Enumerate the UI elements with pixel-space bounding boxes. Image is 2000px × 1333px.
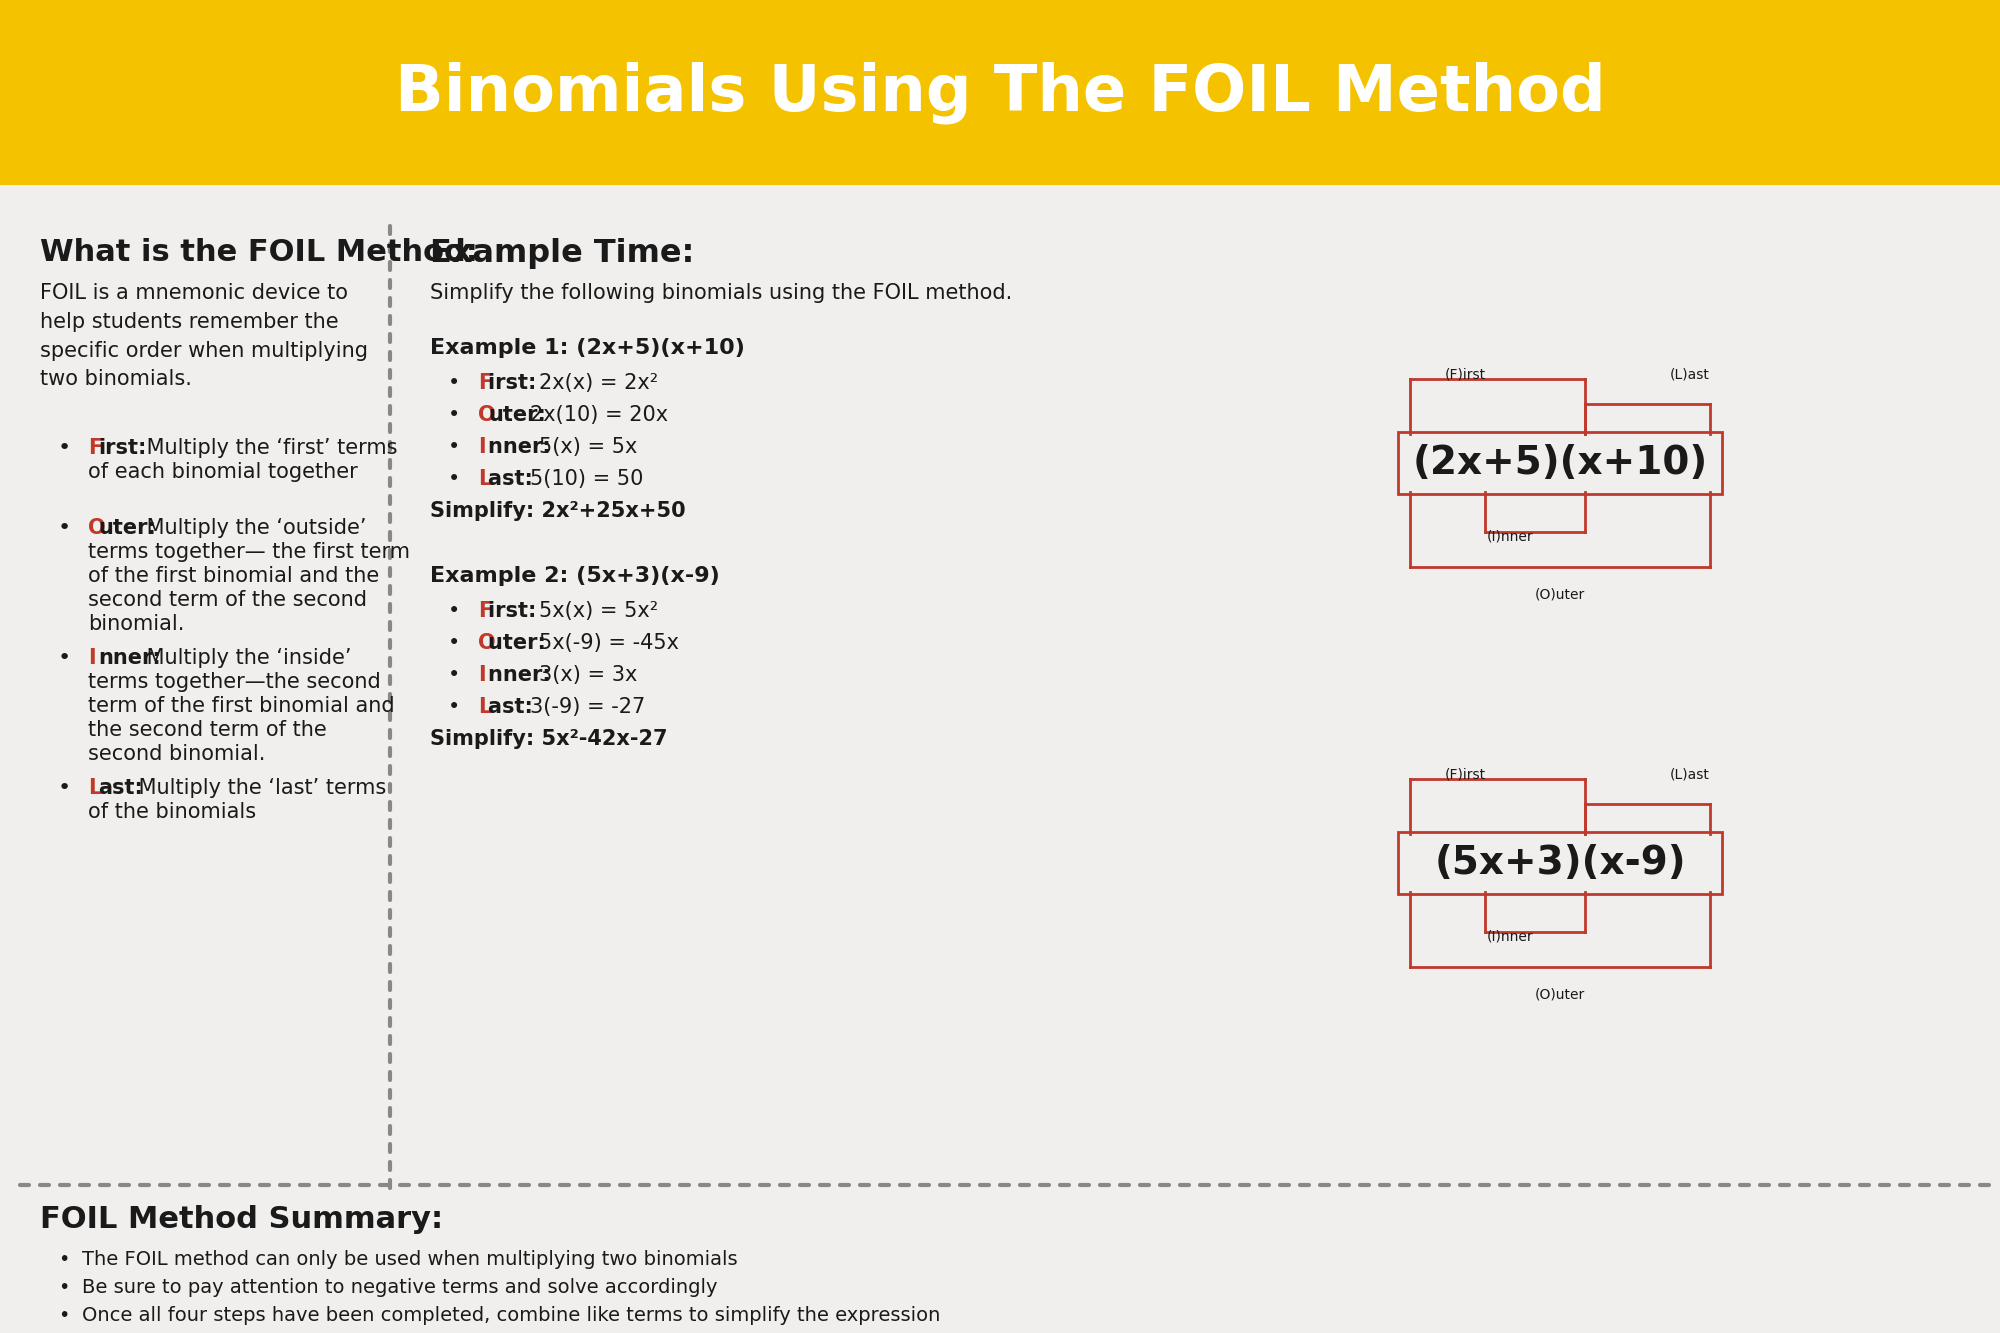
Text: •: • xyxy=(58,1250,70,1269)
Text: of the binomials: of the binomials xyxy=(88,802,256,822)
Text: FOIL Method Summary:: FOIL Method Summary: xyxy=(40,1205,444,1234)
Text: uter:: uter: xyxy=(488,405,546,425)
Text: L: L xyxy=(88,778,102,798)
Text: ast:: ast: xyxy=(488,697,540,717)
Text: second term of the second: second term of the second xyxy=(88,591,368,611)
Text: •: • xyxy=(448,633,460,653)
Text: Example 2: (5x+3)(x-9): Example 2: (5x+3)(x-9) xyxy=(430,567,720,587)
Text: (L)ast: (L)ast xyxy=(1670,768,1710,782)
Text: 5(10) = 50: 5(10) = 50 xyxy=(530,469,644,489)
Text: Example Time:: Example Time: xyxy=(430,239,694,269)
Text: Simplify: 2x²+25x+50: Simplify: 2x²+25x+50 xyxy=(430,501,686,521)
Text: 5(x) = 5x: 5(x) = 5x xyxy=(540,437,638,457)
Text: F: F xyxy=(478,601,492,621)
Text: (L)ast: (L)ast xyxy=(1670,368,1710,383)
Text: nner:: nner: xyxy=(98,648,160,668)
Text: of each binomial together: of each binomial together xyxy=(88,463,358,483)
Text: 3(-9) = -27: 3(-9) = -27 xyxy=(530,697,646,717)
Text: F: F xyxy=(478,373,492,393)
Text: the second term of the: the second term of the xyxy=(88,720,326,740)
Text: •: • xyxy=(448,437,460,457)
Text: I: I xyxy=(478,665,486,685)
Text: I: I xyxy=(478,437,486,457)
FancyBboxPatch shape xyxy=(0,0,2000,185)
Text: •: • xyxy=(448,665,460,685)
Text: (F)irst: (F)irst xyxy=(1444,768,1486,782)
Text: •: • xyxy=(448,469,460,489)
Text: I: I xyxy=(88,648,96,668)
Text: Multiply the ‘inside’: Multiply the ‘inside’ xyxy=(140,648,352,668)
Text: (5x+3)(x-9): (5x+3)(x-9) xyxy=(1434,844,1686,882)
Text: (O)uter: (O)uter xyxy=(1534,986,1586,1001)
Text: The FOIL method can only be used when multiplying two binomials: The FOIL method can only be used when mu… xyxy=(82,1250,738,1269)
Text: •: • xyxy=(58,519,72,539)
Text: O: O xyxy=(478,633,496,653)
Text: irst:: irst: xyxy=(488,373,544,393)
Text: terms together— the first term: terms together— the first term xyxy=(88,543,410,563)
Text: (2x+5)(x+10): (2x+5)(x+10) xyxy=(1412,444,1708,483)
Text: 2x(x) = 2x²: 2x(x) = 2x² xyxy=(540,373,658,393)
Text: nner:: nner: xyxy=(488,665,558,685)
Text: term of the first binomial and: term of the first binomial and xyxy=(88,696,394,716)
Text: •: • xyxy=(448,697,460,717)
Text: •: • xyxy=(448,601,460,621)
Text: uter:: uter: xyxy=(488,633,554,653)
Text: •: • xyxy=(58,778,72,798)
Text: 5x(-9) = -45x: 5x(-9) = -45x xyxy=(540,633,680,653)
Text: L: L xyxy=(478,697,492,717)
Text: •: • xyxy=(448,373,460,393)
Text: uter:: uter: xyxy=(98,519,156,539)
Text: •: • xyxy=(58,648,72,668)
Text: Simplify: 5x²-42x-27: Simplify: 5x²-42x-27 xyxy=(430,729,668,749)
Text: O: O xyxy=(478,405,496,425)
Text: Binomials Using The FOIL Method: Binomials Using The FOIL Method xyxy=(394,61,1606,124)
Text: Multiply the ‘first’ terms: Multiply the ‘first’ terms xyxy=(140,439,398,459)
Text: •: • xyxy=(448,405,460,425)
Text: (I)nner: (I)nner xyxy=(1486,930,1534,944)
Text: 5x(x) = 5x²: 5x(x) = 5x² xyxy=(540,601,658,621)
Text: nner:: nner: xyxy=(488,437,558,457)
Text: irst:: irst: xyxy=(488,601,544,621)
Text: Be sure to pay attention to negative terms and solve accordingly: Be sure to pay attention to negative ter… xyxy=(82,1278,718,1297)
Text: second binomial.: second binomial. xyxy=(88,744,266,764)
Text: 2x(10) = 20x: 2x(10) = 20x xyxy=(530,405,668,425)
Text: ast:: ast: xyxy=(488,469,540,489)
Text: •: • xyxy=(58,1278,70,1297)
Text: Example 1: (2x+5)(x+10): Example 1: (2x+5)(x+10) xyxy=(430,339,744,359)
Text: (O)uter: (O)uter xyxy=(1534,587,1586,601)
Text: (F)irst: (F)irst xyxy=(1444,368,1486,383)
Text: terms together—the second: terms together—the second xyxy=(88,672,380,692)
Text: L: L xyxy=(478,469,492,489)
Text: What is the FOIL Method:: What is the FOIL Method: xyxy=(40,239,478,267)
Text: Multiply the ‘last’ terms: Multiply the ‘last’ terms xyxy=(132,778,386,798)
Text: Simplify the following binomials using the FOIL method.: Simplify the following binomials using t… xyxy=(430,283,1012,303)
Text: O: O xyxy=(88,519,106,539)
Text: FOIL is a mnemonic device to
help students remember the
specific order when mult: FOIL is a mnemonic device to help studen… xyxy=(40,283,368,389)
Text: F: F xyxy=(88,439,102,459)
Text: 3(x) = 3x: 3(x) = 3x xyxy=(540,665,638,685)
Text: Once all four steps have been completed, combine like terms to simplify the expr: Once all four steps have been completed,… xyxy=(82,1306,940,1325)
Text: •: • xyxy=(58,439,72,459)
Text: of the first binomial and the: of the first binomial and the xyxy=(88,567,380,587)
Text: •: • xyxy=(58,1306,70,1325)
Text: Multiply the ‘outside’: Multiply the ‘outside’ xyxy=(140,519,368,539)
Text: ast:: ast: xyxy=(98,778,142,798)
Text: (I)nner: (I)nner xyxy=(1486,531,1534,544)
Text: binomial.: binomial. xyxy=(88,615,184,635)
Text: irst:: irst: xyxy=(98,439,146,459)
